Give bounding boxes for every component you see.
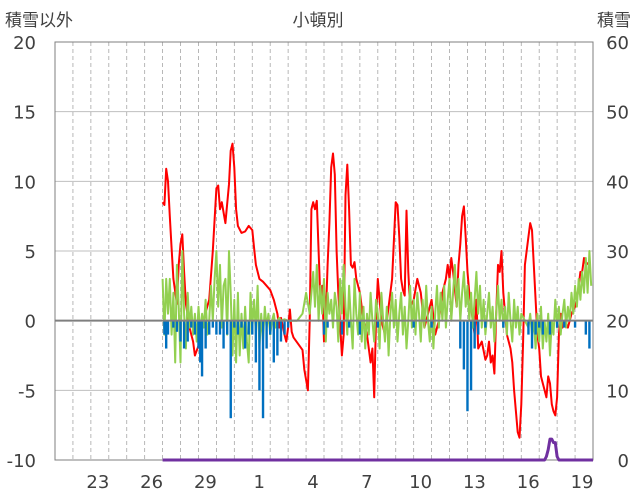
chart-title: 小頓別 (293, 11, 344, 31)
bar (530, 320, 534, 349)
bar (430, 320, 433, 328)
y-right-tick-label: 30 (606, 242, 629, 263)
bar (358, 320, 362, 335)
y-left-tick-label: 10 (13, 172, 36, 193)
bar (347, 320, 351, 328)
bar (588, 320, 591, 349)
x-tick-label: 13 (463, 472, 486, 493)
y-right-tick-label: 20 (606, 312, 629, 333)
bar (473, 320, 476, 349)
bar (538, 320, 541, 328)
bar (204, 320, 207, 349)
bar (322, 320, 326, 335)
bar (240, 320, 243, 328)
x-tick-label: 4 (307, 472, 318, 493)
bar (190, 320, 193, 328)
bar (193, 320, 197, 335)
bar (166, 320, 170, 335)
y-left-axis-label: 積雪以外 (5, 11, 73, 31)
bar (563, 320, 566, 328)
bar (534, 320, 537, 335)
bar (466, 320, 469, 412)
bar (254, 320, 258, 363)
bar (573, 320, 577, 328)
bar (186, 320, 189, 342)
bar (197, 320, 200, 349)
bar (199, 320, 202, 363)
bar (163, 320, 166, 335)
bar (462, 320, 466, 370)
bar (258, 320, 261, 391)
bar (555, 320, 559, 328)
bar (469, 320, 473, 391)
x-tick-label: 7 (361, 472, 372, 493)
bar (233, 320, 236, 328)
series-layer (55, 142, 593, 462)
x-tick-label: 16 (517, 472, 540, 493)
y-left-tick-label: 0 (25, 312, 36, 333)
y-right-tick-label: 50 (606, 103, 629, 124)
bar (376, 320, 379, 328)
bar (584, 320, 588, 335)
series-line-green (161, 250, 593, 364)
bar (247, 320, 250, 335)
bar (269, 320, 272, 335)
series-line-red (161, 142, 591, 439)
x-tick-label: 23 (86, 472, 109, 493)
y-left-tick-label: 20 (13, 33, 36, 54)
bar (251, 320, 254, 335)
x-tick-label: 26 (140, 472, 163, 493)
bar (279, 320, 283, 342)
bar (236, 320, 240, 335)
bar (215, 320, 218, 335)
bar (243, 320, 247, 349)
bar (179, 320, 182, 342)
x-tick-label: 1 (254, 472, 265, 493)
bar (527, 320, 530, 335)
bar (218, 320, 222, 335)
y-right-tick-label: 60 (606, 33, 629, 54)
y-right-tick-label: 40 (606, 172, 629, 193)
series-line-purple (162, 437, 593, 462)
bar (200, 320, 204, 377)
bar (272, 320, 275, 363)
y-left-tick-label: 5 (25, 242, 36, 263)
bar (276, 320, 279, 356)
bar (211, 320, 215, 328)
bar (283, 320, 286, 335)
bar (172, 320, 175, 328)
bar (459, 320, 462, 349)
y-right-tick-label: 0 (618, 451, 629, 472)
bar (182, 320, 186, 349)
bar (548, 320, 552, 335)
x-tick-label: 29 (194, 472, 217, 493)
bar (222, 320, 225, 349)
y-left-tick-label: -5 (18, 381, 36, 402)
bar (477, 320, 480, 335)
x-tick-label: 10 (409, 472, 432, 493)
bar (286, 320, 290, 328)
bar (175, 320, 179, 332)
bar (164, 320, 168, 349)
bar (484, 320, 487, 328)
bar (412, 320, 415, 328)
y-right-axis-label: 積雪 (597, 11, 631, 31)
series-bars-blue (163, 320, 591, 419)
bar (502, 320, 505, 328)
bar (229, 320, 232, 419)
y-left-tick-label: 15 (13, 103, 36, 124)
bar (261, 320, 265, 419)
bar (225, 320, 229, 335)
y-left-tick-label: -10 (7, 451, 36, 472)
bar (265, 320, 268, 349)
bar (326, 320, 329, 328)
x-tick-label: 19 (571, 472, 594, 493)
bar (340, 320, 344, 335)
bar (541, 320, 544, 335)
y-right-tick-label: 10 (606, 381, 629, 402)
bar (208, 320, 211, 335)
